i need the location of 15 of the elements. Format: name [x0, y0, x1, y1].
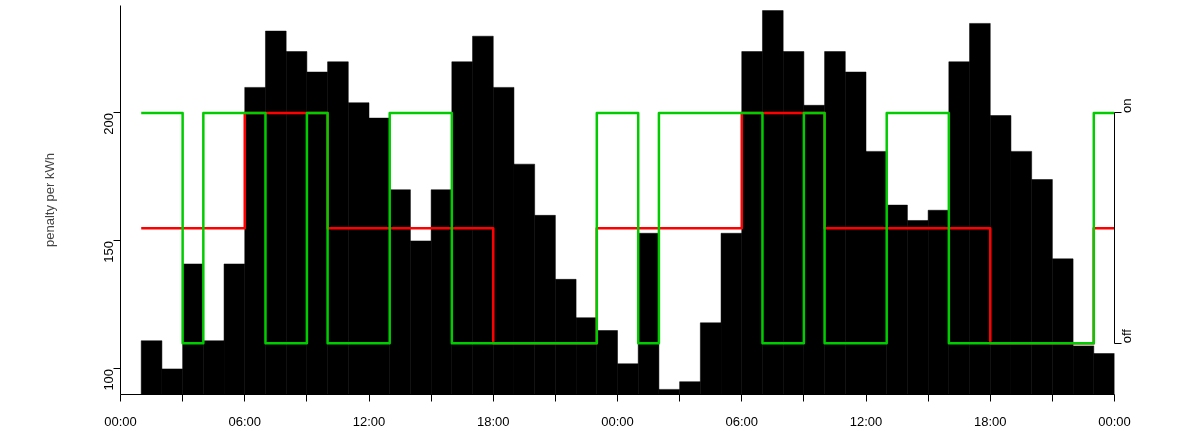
x-tick-label: 00:00	[601, 413, 634, 429]
text: off	[1119, 328, 1134, 344]
y-tick-label: 200	[101, 112, 116, 135]
text: on	[1119, 98, 1134, 113]
x-tick-label: 18:00	[973, 413, 1007, 429]
y-tick-label: 100	[101, 368, 116, 391]
x-tick-label: 00:00	[1098, 413, 1131, 429]
x-tick-label: 06:00	[725, 413, 759, 429]
x-tick-label: 12:00	[849, 413, 883, 429]
x-tick-label: 12:00	[352, 413, 386, 429]
x-tick-label: 06:00	[228, 413, 262, 429]
x-tick-label: 00:00	[104, 413, 137, 429]
y-tick-label: 150	[101, 240, 116, 263]
x-tick-label: 18:00	[476, 413, 510, 429]
y-axis-title: penalty per kWh	[41, 153, 57, 247]
